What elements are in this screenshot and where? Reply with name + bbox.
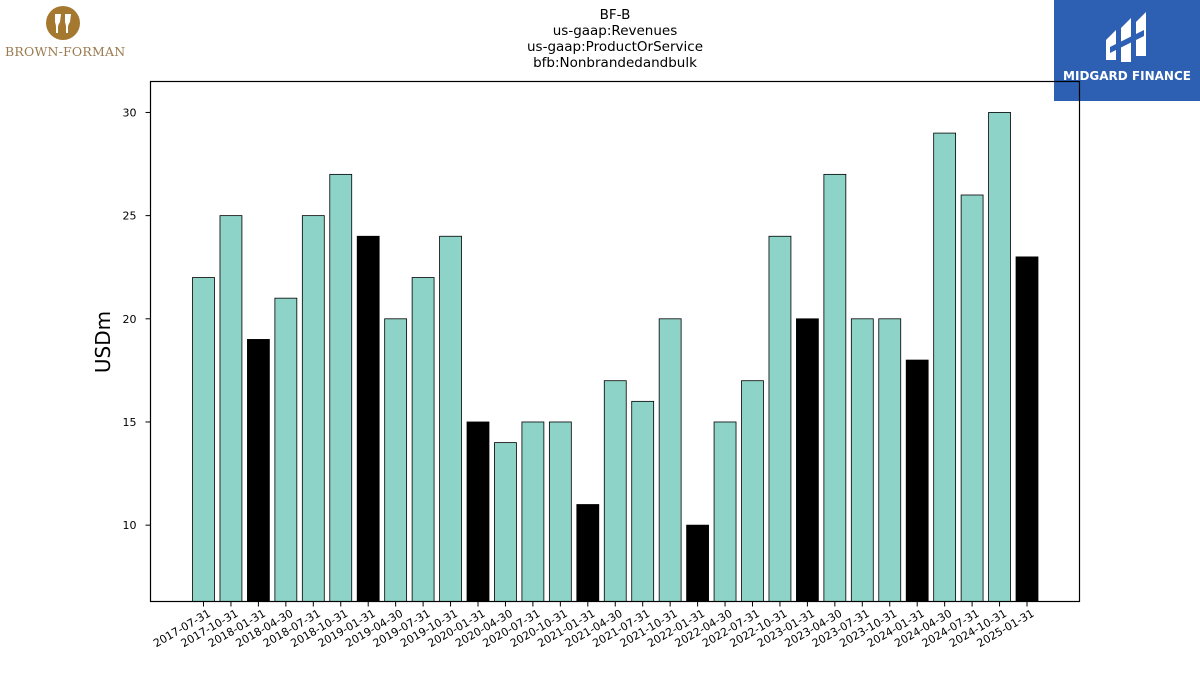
plot-frame	[149, 80, 1081, 603]
midgard-finance-logo: MIDGARD FINANCE	[1054, 0, 1200, 101]
bar-2018-04-30	[274, 297, 298, 602]
bar-2025-01-31	[1015, 256, 1039, 602]
title-line-ticker: BF-B	[599, 7, 631, 23]
brown-forman-logo: BROWN-FORMAN	[0, 0, 130, 70]
bar-2024-07-31	[960, 194, 984, 602]
bar-2019-04-30	[384, 318, 408, 602]
bar-2020-01-31	[466, 421, 490, 602]
bar-2020-04-30	[494, 442, 517, 602]
y-tick-label: 25	[123, 210, 137, 223]
bar-2023-10-31	[878, 318, 902, 602]
bar-2021-10-31	[658, 318, 682, 602]
x-axis-ticks: 2017-07-312017-10-312018-01-312018-04-30…	[151, 601, 1037, 650]
midgard-emblem-icon	[1106, 12, 1146, 62]
bar-2023-01-31	[796, 318, 819, 602]
y-axis-ticks: 10 15 20 25 30	[123, 106, 151, 532]
bar-2020-10-31	[548, 421, 572, 602]
bar-2018-01-31	[247, 339, 270, 602]
bar-2021-04-30	[603, 380, 627, 602]
bar-2022-10-31	[768, 235, 792, 602]
brown-forman-wordmark: BROWN-FORMAN	[5, 44, 126, 59]
y-axis-label: USDm	[91, 311, 115, 373]
bar-2018-10-31	[329, 173, 353, 602]
bar-2018-07-31	[301, 215, 325, 602]
bar-2023-07-31	[850, 318, 874, 602]
bar-2021-07-31	[631, 400, 655, 602]
bar-2021-01-31	[576, 504, 600, 602]
bar-2020-07-31	[521, 421, 545, 602]
title-line-metric: us-gaap:Revenues	[552, 23, 678, 39]
bar-2024-01-31	[905, 359, 929, 602]
title-line-member: bfb:Nonbrandedandbulk	[533, 55, 697, 71]
y-tick-label: 10	[123, 519, 137, 532]
bar-2023-04-30	[823, 173, 847, 602]
bar-2019-01-31	[356, 235, 380, 602]
bar-2017-10-31	[219, 215, 243, 602]
bar-2024-04-30	[933, 132, 957, 602]
y-tick-label: 15	[123, 416, 137, 429]
bar-2022-01-31	[686, 524, 709, 602]
bar-2024-10-31	[988, 112, 1011, 602]
bars-layer	[192, 112, 1039, 602]
bar-2019-07-31	[411, 277, 435, 602]
bar-2019-10-31	[439, 235, 462, 602]
bar-2017-07-31	[192, 277, 215, 602]
bar-2022-04-30	[713, 421, 737, 602]
brown-forman-emblem-icon	[46, 6, 80, 40]
midgard-finance-wordmark: MIDGARD FINANCE	[1063, 69, 1191, 83]
bar-2022-07-31	[741, 380, 764, 602]
chart-title: BF-B us-gaap:Revenues us-gaap:ProductOrS…	[415, 7, 815, 71]
title-line-axis: us-gaap:ProductOrService	[526, 39, 704, 55]
y-tick-label: 30	[123, 106, 137, 119]
y-tick-label: 20	[123, 313, 137, 326]
